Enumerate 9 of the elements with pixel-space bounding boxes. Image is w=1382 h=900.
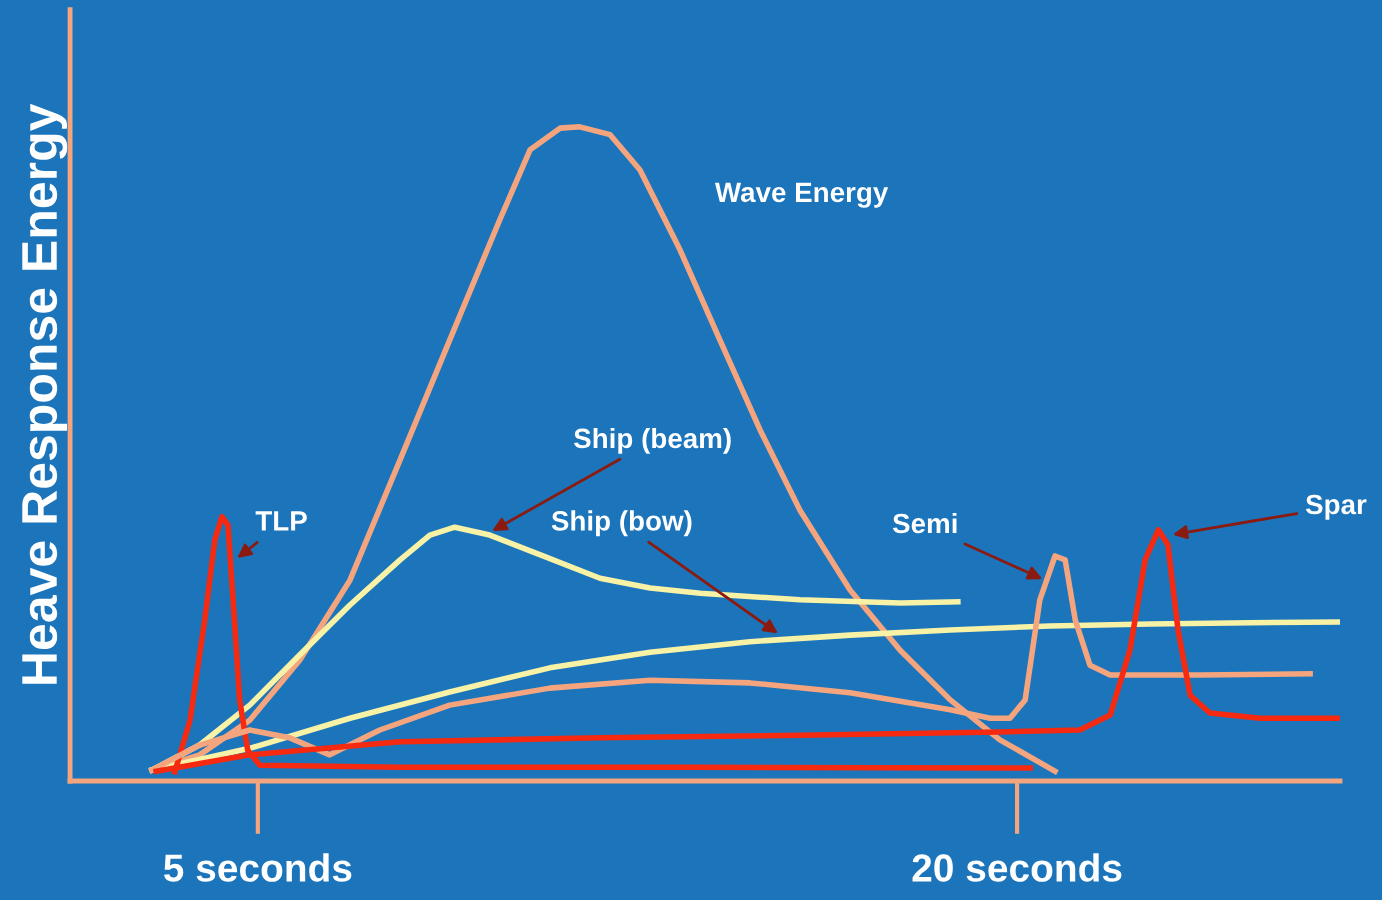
series-label: Wave Energy bbox=[714, 182, 889, 208]
text: Semi bbox=[892, 512, 957, 534]
x-tick-label: 5 seconds bbox=[163, 853, 352, 882]
text: Ship (beam) bbox=[573, 427, 731, 454]
text: Ship (bow) bbox=[551, 510, 692, 537]
text: Spar bbox=[1305, 494, 1367, 520]
y-axis-title: Heave Response Energy bbox=[22, 103, 68, 684]
x-tick-label: 20 seconds bbox=[912, 853, 1122, 882]
series-label: TLP bbox=[255, 511, 307, 531]
